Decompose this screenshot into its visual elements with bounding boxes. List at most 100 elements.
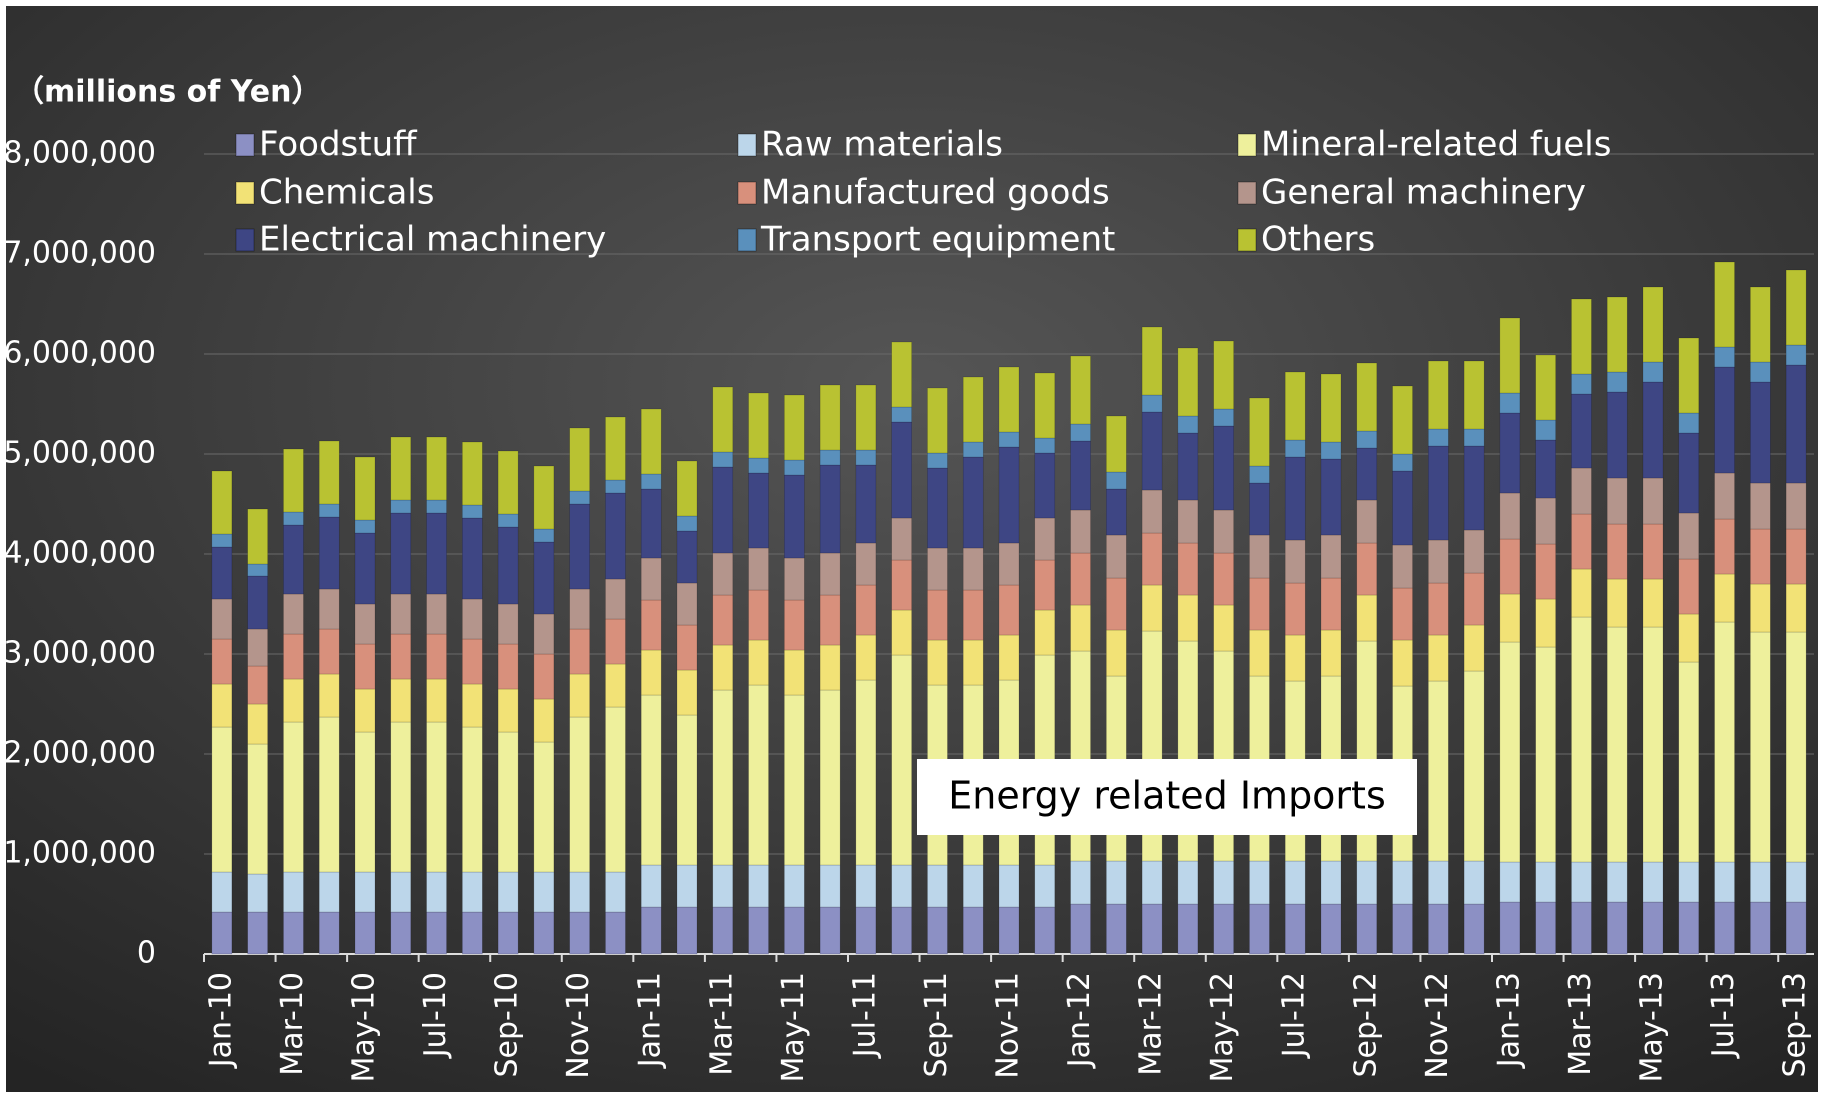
bar-segment xyxy=(640,649,662,696)
bar-segment xyxy=(533,741,555,873)
bar-segment xyxy=(1284,860,1306,905)
bar-segment xyxy=(318,516,340,590)
bar-segment xyxy=(1785,528,1807,585)
bar-segment xyxy=(784,906,805,955)
bar-segment xyxy=(855,864,877,908)
bar-segment xyxy=(569,871,590,913)
bar-segment xyxy=(1642,901,1664,955)
bar-segment xyxy=(569,911,590,955)
bar-segment xyxy=(784,474,805,559)
legend-swatch xyxy=(1237,228,1257,252)
y-tick-label: 6,000,000 xyxy=(3,336,156,371)
x-tick-label: Jul-10 xyxy=(418,972,453,1059)
bar-segment xyxy=(390,512,412,595)
bar-segment xyxy=(605,479,626,494)
bar-segment xyxy=(1785,482,1807,530)
x-tick-label: Nov-12 xyxy=(1420,972,1455,1079)
bar-segment xyxy=(1714,573,1735,623)
bar-segment xyxy=(318,911,340,955)
bar-segment xyxy=(605,706,626,873)
bar-segment xyxy=(569,427,590,492)
bar-segment xyxy=(1284,903,1306,955)
bar-segment xyxy=(1392,587,1413,641)
bar-segment xyxy=(1428,360,1449,430)
bar-segment xyxy=(676,669,698,716)
bar-segment xyxy=(283,633,304,680)
bar-segment xyxy=(1106,577,1127,631)
bar-segment xyxy=(533,541,555,615)
bar-segment xyxy=(962,639,984,686)
bar-segment xyxy=(927,452,948,469)
bar-segment xyxy=(998,906,1020,955)
bar-segment xyxy=(390,633,412,680)
bar-segment xyxy=(1213,604,1234,652)
bar-segment xyxy=(1642,578,1664,628)
bar-segment xyxy=(1177,594,1199,642)
bar-segment xyxy=(748,547,769,591)
bar-segment xyxy=(1535,354,1556,421)
bar-segment xyxy=(1213,408,1234,427)
x-tick-label: Sep-13 xyxy=(1778,972,1813,1078)
bar-segment xyxy=(712,466,734,554)
bar-segment xyxy=(462,638,483,685)
x-tick-label: Mar-12 xyxy=(1134,972,1169,1076)
bar-segment xyxy=(1714,472,1735,520)
bar-segment xyxy=(1356,594,1378,642)
bar-segment xyxy=(962,864,984,908)
bar-segment xyxy=(1428,903,1449,955)
bar-segment xyxy=(1213,340,1234,410)
bar-segment xyxy=(605,663,626,708)
bar-segment xyxy=(247,508,268,565)
bar-segment xyxy=(1141,532,1163,586)
bar-segment xyxy=(962,441,984,458)
bar-segment xyxy=(1642,523,1664,580)
bar-segment xyxy=(1606,861,1628,903)
bar-segment xyxy=(426,678,447,723)
bar-segment xyxy=(1070,355,1091,425)
bar-segment xyxy=(1499,861,1521,903)
bar-segment xyxy=(1428,680,1449,862)
bar-segment xyxy=(855,679,877,866)
bar-segment xyxy=(1249,629,1270,677)
bar-segment xyxy=(426,499,447,514)
bar-segment xyxy=(1463,572,1485,626)
bar-segment xyxy=(1606,371,1628,393)
bar-segment xyxy=(1249,465,1270,484)
bar-segment xyxy=(211,598,233,640)
bar-segment xyxy=(1213,552,1234,606)
bar-segment xyxy=(712,451,734,468)
bar-segment xyxy=(390,871,412,913)
bar-segment xyxy=(1785,631,1807,863)
bar-segment xyxy=(1463,428,1485,447)
x-tick-label: Jan-12 xyxy=(1062,972,1097,1069)
bar-segment xyxy=(1535,497,1556,545)
bar-segment xyxy=(1141,411,1163,491)
bar-segment xyxy=(1785,861,1807,903)
bar-segment xyxy=(462,871,483,913)
bar-segment xyxy=(1141,489,1163,534)
bar-segment xyxy=(1571,298,1592,375)
bar-segment xyxy=(891,517,912,561)
bar-segment xyxy=(354,731,376,873)
bar-segment xyxy=(1070,860,1091,905)
bar-segment xyxy=(1428,582,1449,636)
bar-segment xyxy=(1463,445,1485,531)
bar-segment xyxy=(1535,901,1556,955)
bar-segment xyxy=(1356,860,1378,905)
bar-segment xyxy=(1535,543,1556,600)
bar-segment xyxy=(211,546,233,600)
legend-label: General machinery xyxy=(1261,173,1586,213)
bar-segment xyxy=(676,906,698,955)
bar-segment xyxy=(1177,499,1199,544)
bar-segment xyxy=(1392,903,1413,955)
bar-segment xyxy=(855,906,877,955)
bar-segment xyxy=(1177,347,1199,417)
bar-segment xyxy=(1535,598,1556,648)
bar-segment xyxy=(1070,423,1091,442)
bar-segment xyxy=(1356,447,1378,501)
bar-segment xyxy=(855,449,877,466)
bar-segment xyxy=(1714,261,1735,348)
bar-segment xyxy=(605,578,626,620)
bar-segment xyxy=(1392,385,1413,455)
